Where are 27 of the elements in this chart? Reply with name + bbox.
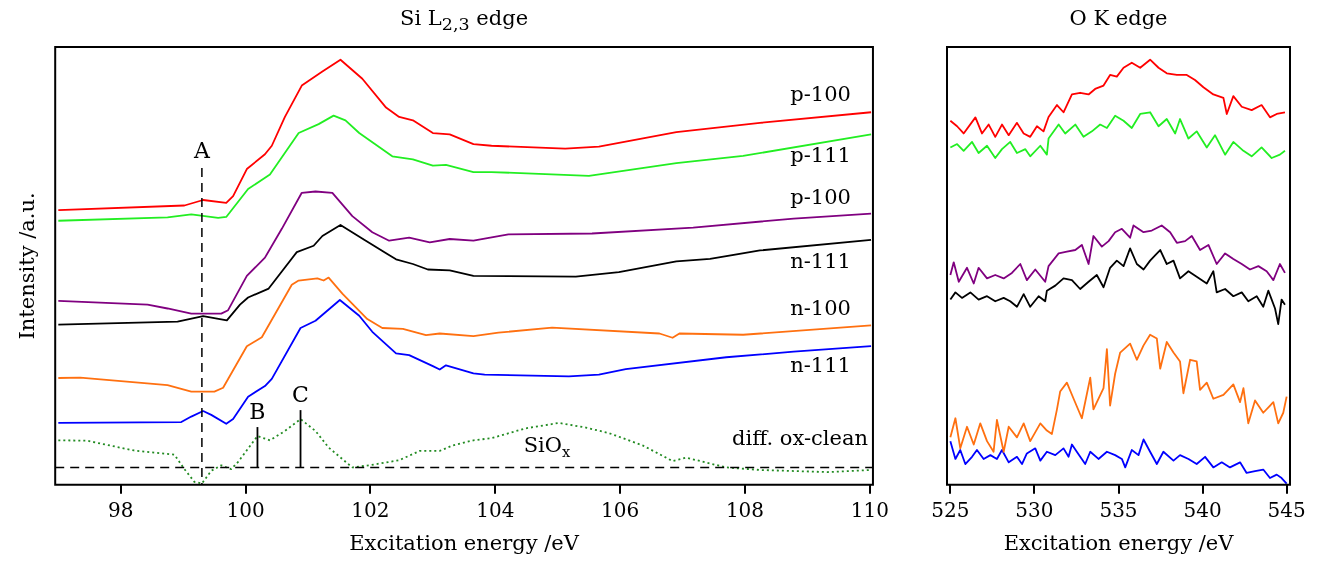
series-label: diff. ox-clean — [732, 426, 868, 451]
x-tick-label: 98 — [108, 498, 134, 522]
x-tick-label: 540 — [1183, 498, 1222, 522]
x-tick-label: 108 — [725, 498, 765, 522]
x-axis-title: Excitation energy /eV — [1003, 530, 1235, 555]
chart-title: O K edge — [1069, 6, 1168, 30]
x-tick-label: 525 — [931, 498, 970, 522]
ref-line-label: A — [192, 137, 211, 163]
series-label: n-111 — [790, 352, 851, 377]
series-label: n-111 — [790, 249, 851, 274]
x-tick-label: 104 — [476, 498, 515, 522]
x-tick-label: 106 — [601, 498, 640, 522]
x-tick-label: 545 — [1267, 498, 1306, 522]
annotation: C — [292, 381, 309, 407]
x-tick-label: 535 — [1099, 498, 1138, 522]
x-tick-label: 530 — [1015, 498, 1054, 522]
x-tick-label: 100 — [226, 498, 265, 522]
annotation: B — [249, 398, 266, 424]
y-axis-title: Intensity /a.u. — [15, 192, 40, 340]
x-tick-label: 110 — [850, 498, 889, 522]
series-label: p-111 — [790, 142, 851, 167]
x-tick-label: 102 — [351, 498, 390, 522]
series-label: n-100 — [790, 295, 851, 320]
x-axis-title: Excitation energy /eV — [349, 530, 580, 555]
series-label: p-100 — [790, 185, 851, 210]
series-label: p-100 — [790, 81, 851, 106]
chart-title: Si L$_{2,3}$ edge — [400, 6, 529, 35]
